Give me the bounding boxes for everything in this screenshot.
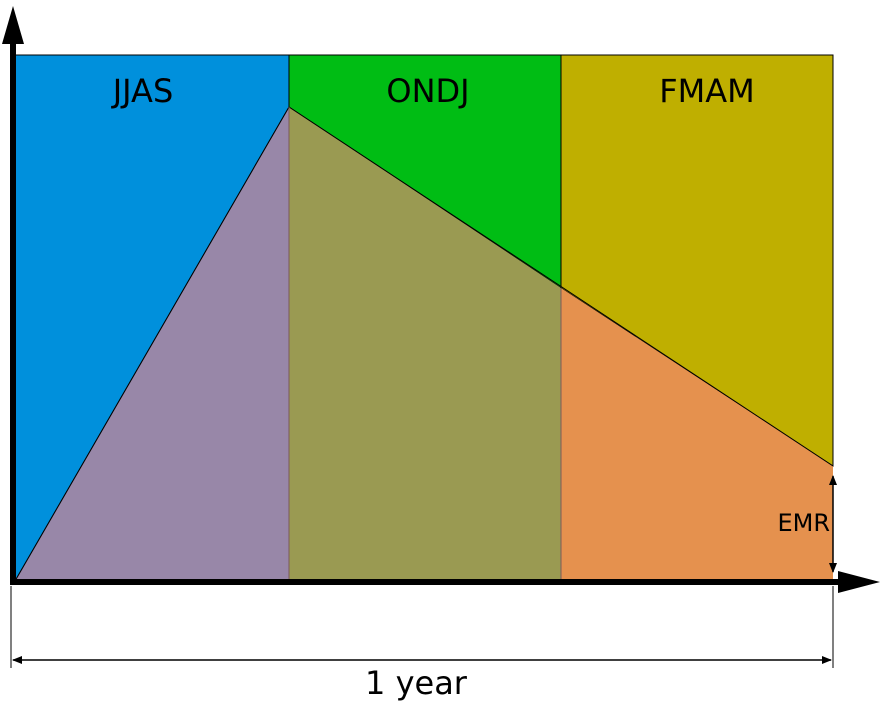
lower-region-ondj bbox=[289, 107, 561, 581]
season-label-jjas: JJAS bbox=[111, 72, 174, 110]
duration-label: 1 year bbox=[365, 664, 468, 702]
lower-region-fmam bbox=[561, 288, 833, 581]
season-label-ondj: ONDJ bbox=[386, 72, 469, 110]
emr-label: EMR bbox=[777, 509, 830, 537]
x-axis-arrowhead bbox=[838, 571, 880, 593]
season-label-fmam: FMAM bbox=[659, 72, 755, 110]
y-axis-arrowhead bbox=[2, 6, 24, 44]
